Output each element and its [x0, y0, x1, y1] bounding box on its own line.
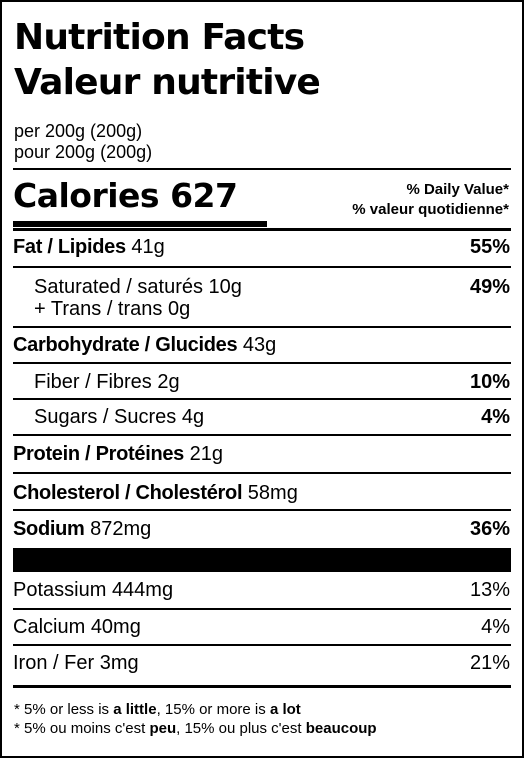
- saturated-label: Saturated / saturés 10g: [34, 276, 242, 298]
- calories-value: 627: [170, 176, 238, 215]
- cholesterol-amount: 58mg: [247, 482, 298, 504]
- fiber-daily-value: 10%: [469, 371, 510, 393]
- divider-fat: [13, 266, 511, 268]
- iron-label: Iron / Fer 3mg: [13, 652, 139, 674]
- calcium-label: Calcium 40mg: [13, 616, 141, 638]
- calories-underline: [13, 221, 267, 227]
- daily-value-heading: % Daily Value* % valeur quotidienne*: [352, 180, 509, 220]
- thick-divider: [13, 548, 511, 572]
- divider-protein: [13, 472, 511, 474]
- daily-value-french: % valeur quotidienne*: [352, 201, 509, 218]
- potassium-daily-value: 13%: [469, 579, 510, 601]
- divider-potassium: [13, 608, 511, 610]
- footnote-english: * 5% or less is a little, 15% or more is…: [14, 701, 301, 718]
- trans-label: + Trans / trans 0g: [34, 298, 191, 320]
- fiber-label: Fiber / Fibres 2g: [34, 371, 180, 393]
- sugars-label: Sugars / Sucres 4g: [34, 406, 205, 428]
- fat-label: Fat / Lipides 41g: [13, 236, 165, 258]
- divider-sugars: [13, 434, 511, 436]
- sugars-amount: 4g: [181, 406, 205, 428]
- divider-serving: [13, 168, 511, 170]
- calcium-daily-value: 4%: [481, 616, 510, 638]
- saturated-daily-value: 49%: [469, 276, 510, 298]
- carbohydrate-amount: 43g: [242, 334, 277, 356]
- divider-calcium: [13, 644, 511, 646]
- trans-amount: 0g: [167, 298, 191, 320]
- divider-fiber: [13, 398, 511, 400]
- iron-amount: 3mg: [99, 652, 139, 674]
- fiber-amount: 2g: [157, 371, 180, 393]
- fat-amount: 41g: [131, 236, 165, 258]
- title-french: Valeur nutritive: [14, 62, 321, 103]
- potassium-label: Potassium 444mg: [13, 579, 174, 601]
- protein-amount: 21g: [189, 443, 223, 465]
- calcium-amount: 40mg: [90, 616, 141, 638]
- sodium-daily-value: 36%: [469, 518, 510, 540]
- divider-saturated: [13, 326, 511, 328]
- footnote-french: * 5% ou moins c'est peu, 15% ou plus c'e…: [14, 720, 377, 737]
- divider-footnote: [13, 685, 511, 688]
- sodium-amount: 872mg: [90, 518, 152, 540]
- protein-label: Protein / Protéines 21g: [13, 443, 223, 465]
- divider-carbohydrate: [13, 362, 511, 364]
- calories-label: Calories: [13, 176, 160, 215]
- serving-size-english: per 200g (200g): [14, 121, 143, 141]
- title-english: Nutrition Facts: [14, 17, 305, 58]
- carbohydrate-label: Carbohydrate / Glucides 43g: [13, 334, 277, 356]
- calories-heading: Calories 627: [13, 175, 238, 217]
- cholesterol-label: Cholesterol / Cholestérol 58mg: [13, 482, 298, 504]
- fat-daily-value: 55%: [469, 236, 510, 258]
- saturated-amount: 10g: [208, 276, 242, 298]
- sugars-daily-value: 4%: [481, 406, 510, 428]
- divider-cholesterol: [13, 509, 511, 511]
- divider-calories: [13, 228, 511, 231]
- daily-value-english: % Daily Value*: [406, 181, 509, 198]
- sodium-label: Sodium 872mg: [13, 518, 152, 540]
- potassium-amount: 444mg: [111, 579, 174, 601]
- iron-daily-value: 21%: [469, 652, 510, 674]
- serving-size-french: pour 200g (200g): [14, 142, 153, 162]
